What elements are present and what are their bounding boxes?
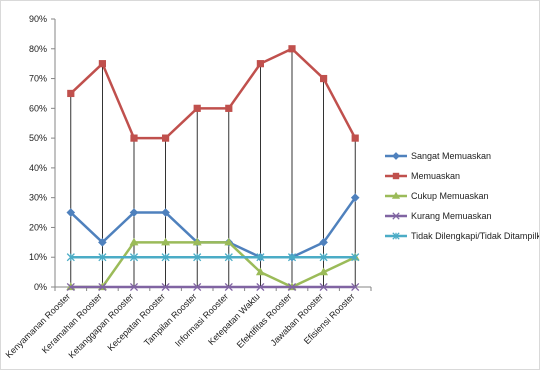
data-point [129,282,139,292]
data-point [351,253,360,262]
data-point [319,267,329,276]
legend-label: Memuaskan [411,171,460,181]
data-point [98,253,107,262]
x-tick-label: Efektifitas Rooster [235,291,294,350]
data-point [319,282,328,292]
data-point [287,282,297,292]
data-point [67,89,75,98]
data-point [130,134,138,142]
data-point [129,208,139,217]
data-point [98,282,107,292]
y-tick-label: 50% [29,133,47,143]
data-point [256,60,264,68]
data-point [224,282,233,292]
legend-label: Cukup Memuaskan [411,191,489,201]
data-point [193,282,202,292]
data-point [256,282,265,292]
data-point [193,104,201,112]
y-tick-label: 30% [29,193,47,203]
y-tick-label: 80% [29,44,47,54]
data-point [192,237,202,246]
series-line-3 [70,241,356,289]
data-point [320,74,328,83]
legend-marker [392,232,400,240]
y-tick-label: 20% [29,222,47,232]
data-point [161,208,170,217]
data-point [161,282,170,292]
data-point [224,237,234,246]
x-tick-label: Keramahan Rooster [40,291,104,355]
y-tick-label: 60% [29,103,47,113]
data-point [351,282,360,292]
legend-marker [392,212,400,220]
legend-label: Sangat Memuaskan [411,151,491,161]
data-point [319,253,328,262]
series-line-1 [69,196,357,259]
data-point [161,253,170,262]
legend-marker [392,172,400,180]
legend-marker [392,152,400,160]
data-point [66,253,75,262]
data-point [98,60,107,68]
data-point [351,134,359,142]
y-tick-label: 0% [34,282,47,292]
data-point [350,193,360,202]
legend-marker [391,191,401,199]
data-point [319,238,328,247]
data-point [225,104,233,112]
data-point [287,253,297,262]
y-tick-label: 10% [29,252,47,262]
data-point [162,134,170,142]
x-tick-label: Informasi Rooster [173,291,230,348]
data-point [161,237,171,246]
data-point [98,238,107,247]
data-point [255,267,265,276]
legend-label: Tidak Dilengkapi/Tidak Ditampilkan [411,231,539,241]
data-point [193,253,202,262]
series-line-2 [69,47,357,140]
data-point [224,253,233,262]
data-point [66,208,76,217]
y-tick-label: 40% [29,163,47,173]
y-tick-label: 90% [29,14,47,24]
x-tick-label: Kecepatan Rooster [105,291,167,353]
y-tick-label: 70% [29,74,47,84]
data-point [288,45,296,53]
data-point [129,253,139,262]
data-point [66,282,75,292]
legend-label: Kurang Memuaskan [411,211,492,221]
data-point [129,237,139,246]
data-point [256,253,265,262]
